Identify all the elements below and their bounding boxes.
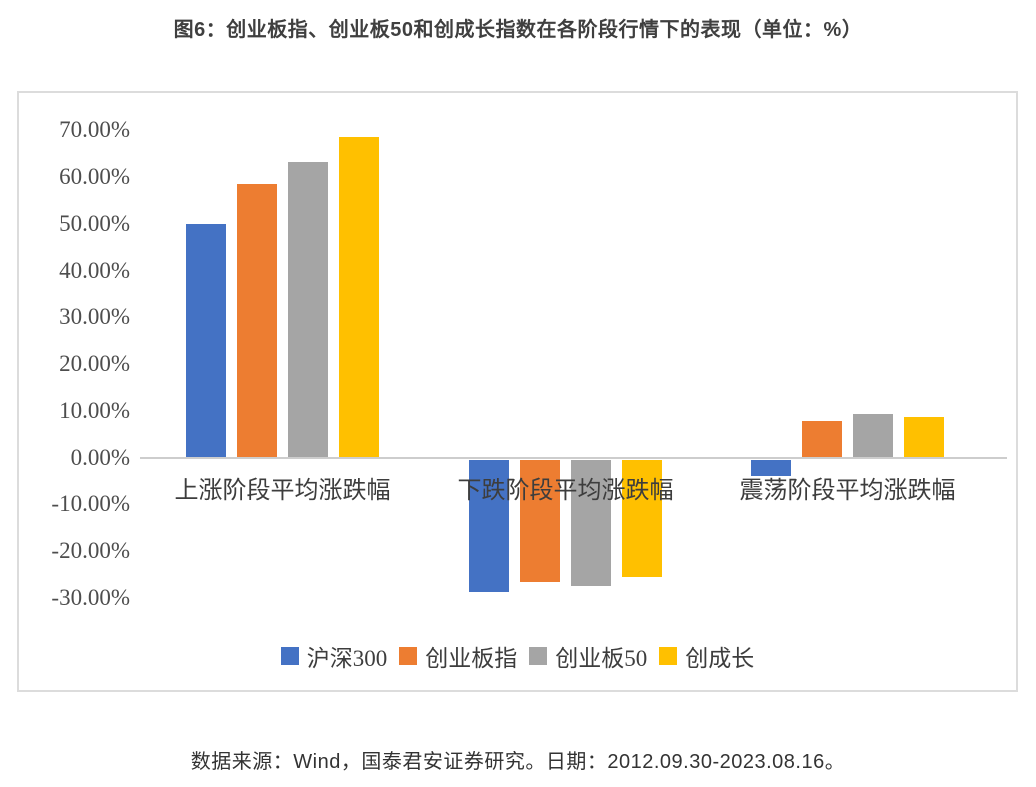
figure-title: 图6：创业板指、创业板50和创成长指数在各阶段行情下的表现（单位：%） xyxy=(173,19,863,41)
y-axis-tick-label: -10.00% xyxy=(51,491,130,517)
x-axis-line xyxy=(140,457,1007,459)
bar-series-4-group-1 xyxy=(339,137,379,458)
y-axis-tick-label: 70.00% xyxy=(59,117,130,143)
legend-item: 创业板指 xyxy=(399,639,517,673)
source-note: 数据来源：Wind，国泰君安证券研究。日期：2012.09.30-2023.08… xyxy=(190,751,846,773)
x-axis-category-label: 下跌阶段平均涨跌幅 xyxy=(457,478,674,504)
bar-series-3-group-1 xyxy=(288,161,328,458)
bar-series-3-group-2 xyxy=(571,459,611,587)
legend-label: 创业板指 xyxy=(425,646,518,671)
y-axis-tick-label: 40.00% xyxy=(59,257,130,283)
bar-series-1-group-1 xyxy=(186,223,226,458)
bar-series-1-group-3 xyxy=(751,459,791,477)
y-axis-tick-label: -30.00% xyxy=(51,584,130,610)
y-axis-tick-label: 60.00% xyxy=(59,164,130,190)
y-axis-tick-label: 10.00% xyxy=(59,397,130,423)
bar-series-4-group-3 xyxy=(904,416,944,458)
legend-item: 创成长 xyxy=(659,639,754,673)
bar-series-3-group-3 xyxy=(853,414,893,458)
bar-series-4-group-2 xyxy=(622,459,662,577)
y-axis-tick-label: 30.00% xyxy=(59,304,130,330)
legend-swatch-icon xyxy=(659,647,678,665)
legend-label: 沪深300 xyxy=(306,646,388,671)
bar-series-2-group-2 xyxy=(520,459,560,582)
y-axis-tick-label: 0.00% xyxy=(70,444,130,470)
legend-swatch-icon xyxy=(280,647,299,665)
y-axis-tick-label: 50.00% xyxy=(59,210,130,236)
legend-item: 沪深300 xyxy=(280,639,388,673)
legend: 沪深300 创业板指 创业板50 创成长 xyxy=(19,639,1016,673)
bar-series-2-group-1 xyxy=(237,184,277,458)
legend-item: 创业板50 xyxy=(529,639,647,673)
chart-container: 70.00% 60.00% 50.00% 40.00% 30.00% 20.00% 10.0… xyxy=(17,91,1018,692)
bar-series-1-group-2 xyxy=(469,459,509,592)
bar-series-2-group-3 xyxy=(802,420,842,458)
x-axis-category-label: 上涨阶段平均涨跌幅 xyxy=(174,478,391,504)
x-axis-category-label: 震荡阶段平均涨跌幅 xyxy=(739,478,956,504)
y-axis-tick-label: -20.00% xyxy=(51,537,130,563)
legend-label: 创成长 xyxy=(685,646,755,671)
legend-swatch-icon xyxy=(399,647,418,665)
legend-label: 创业板50 xyxy=(555,646,648,671)
y-axis-tick-label: 20.00% xyxy=(59,351,130,377)
legend-swatch-icon xyxy=(529,647,548,665)
